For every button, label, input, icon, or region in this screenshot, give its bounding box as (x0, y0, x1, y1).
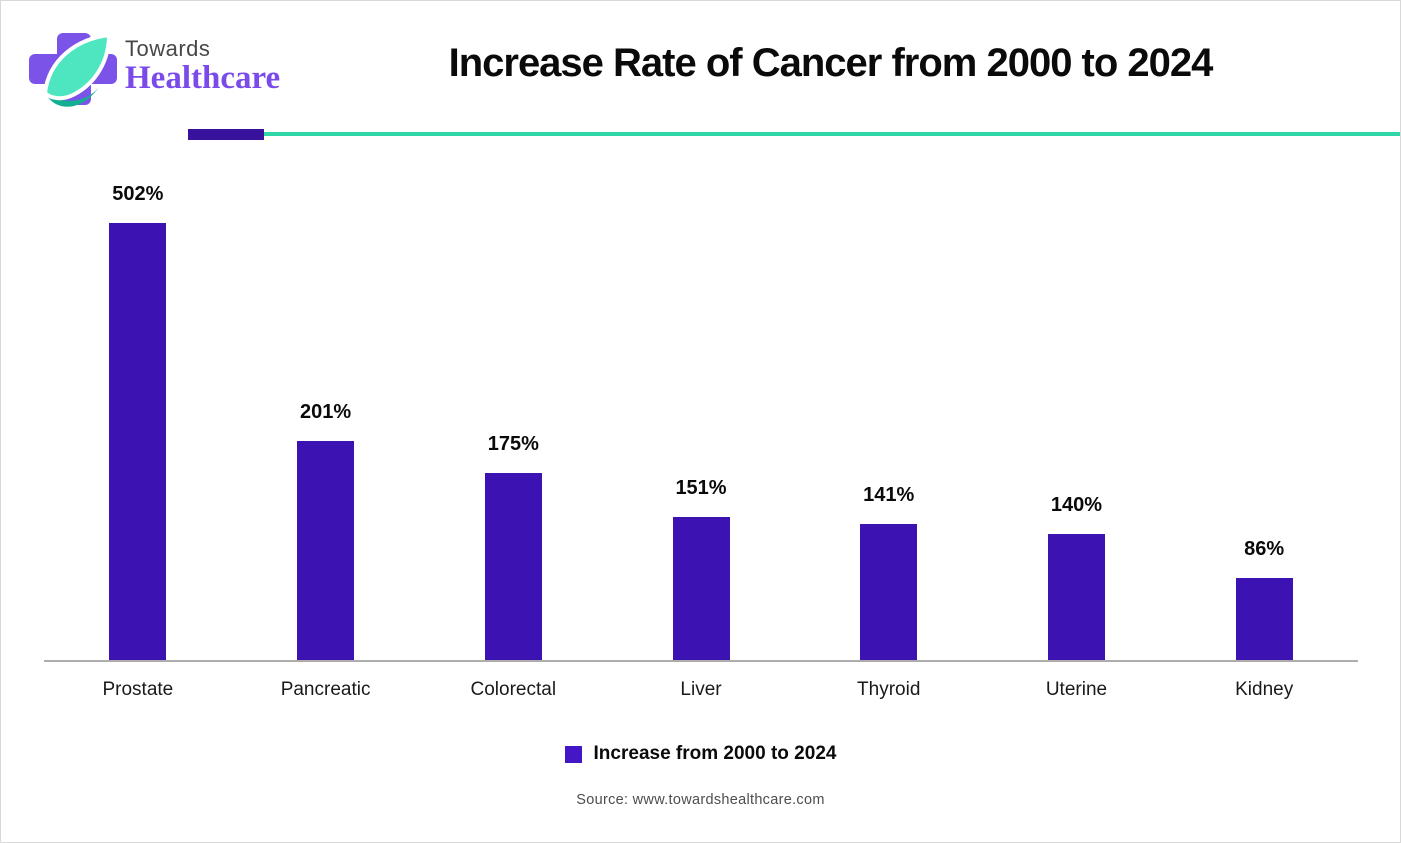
legend-label: Increase from 2000 to 2024 (593, 743, 837, 764)
value-label-pancreatic: 201% (300, 401, 352, 423)
bar-column-thyroid: 141% (795, 161, 983, 660)
bar-column-uterine: 140% (983, 161, 1171, 660)
bar-thyroid (860, 524, 918, 660)
bar-column-prostate: 502% (44, 161, 232, 660)
category-label-liver: Liver (680, 679, 722, 700)
legend-swatch (564, 745, 582, 763)
bar-column-kidney: 86% (1170, 161, 1358, 660)
divider-teal-line (264, 132, 1400, 136)
category-label-thyroid: Thyroid (857, 679, 921, 700)
logo-healthcare: Healthcare (125, 60, 281, 97)
logo-cross-leaf-icon (29, 33, 117, 107)
category-label-colorectal: Colorectal (470, 679, 557, 700)
logo-text: Towards Healthcare (125, 29, 280, 96)
page-title: Increase Rate of Cancer from 2000 to 202… (448, 41, 1214, 85)
category-label-kidney: Kidney (1235, 679, 1294, 700)
value-label-kidney: 86% (1244, 538, 1285, 560)
divider-purple-block (188, 128, 264, 140)
bar-uterine (1047, 534, 1105, 660)
chart-legend: Increase from 2000 to 2024 (1, 743, 1400, 765)
category-label-uterine: Uterine (1045, 679, 1108, 700)
bar-chart: 502% 201% 175% 151% 141% 140% 86% (44, 161, 1358, 662)
source-text: Source: www.towardshealthcare.com (576, 792, 825, 808)
bar-colorectal (484, 473, 542, 660)
bar-column-pancreatic: 201% (232, 161, 420, 660)
bar-liver (672, 517, 730, 660)
header-divider (1, 128, 1400, 140)
logo-towards: Towards (125, 36, 211, 61)
towards-healthcare-logo: Towards Healthcare (29, 29, 280, 107)
value-label-colorectal: 175% (487, 433, 539, 455)
category-label-pancreatic: Pancreatic (280, 679, 371, 700)
category-labels: Prostate Pancreatic Colorectal Liver Thyroid… (44, 679, 1358, 701)
bar-column-colorectal: 175% (419, 161, 607, 660)
bar-column-liver: 151% (607, 161, 795, 660)
value-label-uterine: 140% (1050, 494, 1103, 516)
value-label-prostate: 502% (112, 183, 164, 205)
bar-prostate (109, 223, 167, 660)
value-label-thyroid: 141% (863, 484, 915, 506)
value-label-liver: 151% (675, 477, 727, 499)
bar-pancreatic (297, 441, 355, 660)
category-label-prostate: Prostate (102, 679, 174, 700)
bar-kidney (1235, 578, 1293, 660)
